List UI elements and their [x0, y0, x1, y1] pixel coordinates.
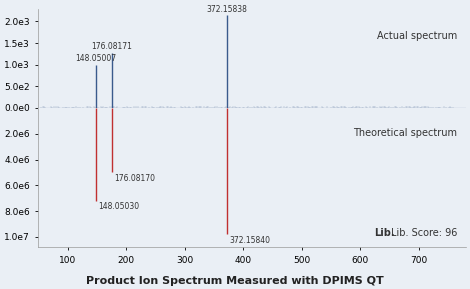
Text: 176.08171: 176.08171: [92, 42, 133, 51]
Text: 176.08170: 176.08170: [114, 174, 156, 183]
Text: Lib.: Lib.: [374, 228, 394, 238]
Text: Product Ion Spectrum Measured with DPIMS QT: Product Ion Spectrum Measured with DPIMS…: [86, 276, 384, 286]
Text: Actual spectrum: Actual spectrum: [377, 32, 457, 41]
Text: 372.15840: 372.15840: [229, 236, 270, 245]
Text: Theoretical spectrum: Theoretical spectrum: [353, 128, 457, 138]
Text: 372.15838: 372.15838: [206, 5, 247, 14]
Text: 148.05007: 148.05007: [75, 54, 116, 63]
Text: Lib. Score: 96: Lib. Score: 96: [391, 228, 457, 238]
Text: 148.05030: 148.05030: [98, 202, 139, 211]
